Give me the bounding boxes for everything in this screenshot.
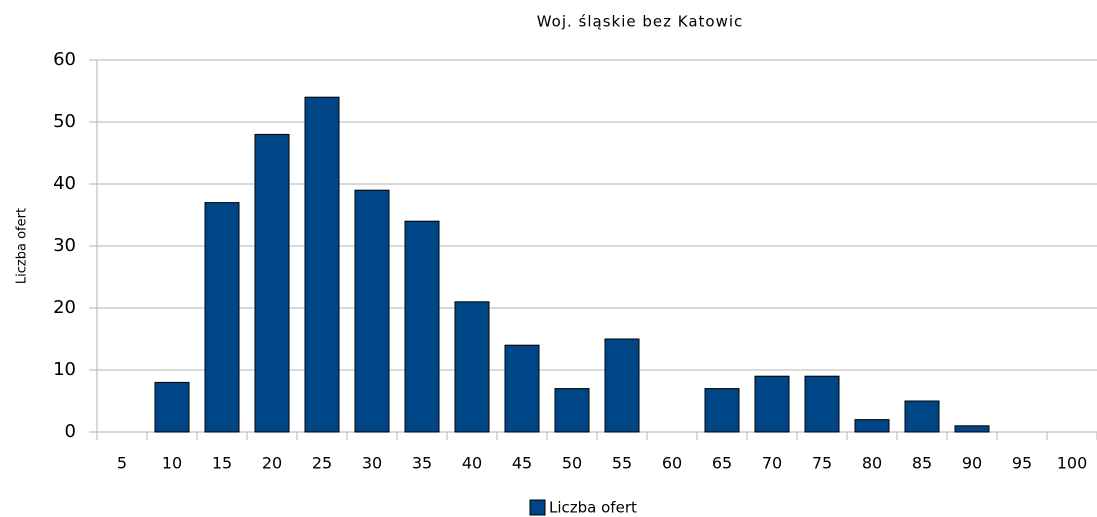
chart-title: Woj. śląskie bez Katowic bbox=[537, 13, 744, 31]
legend-label: Liczba ofert bbox=[549, 499, 637, 517]
bar bbox=[354, 189, 390, 433]
bar bbox=[154, 381, 190, 433]
x-tick-label: 100 bbox=[1057, 454, 1088, 473]
y-tick-label: 40 bbox=[53, 173, 76, 194]
bar bbox=[554, 388, 590, 433]
x-tick-label: 5 bbox=[117, 454, 127, 473]
bar bbox=[454, 301, 490, 433]
bar bbox=[504, 344, 540, 433]
x-tick-label: 65 bbox=[712, 454, 732, 473]
x-tick-label: 30 bbox=[362, 454, 382, 473]
x-tick-label: 80 bbox=[862, 454, 882, 473]
x-tick-label: 40 bbox=[462, 454, 482, 473]
x-tick-label: 70 bbox=[762, 454, 782, 473]
y-tick-label: 0 bbox=[65, 421, 76, 442]
y-axis-label: Liczba ofert bbox=[15, 208, 30, 284]
y-tick-label: 10 bbox=[53, 359, 76, 380]
x-tick-label: 20 bbox=[262, 454, 282, 473]
bar bbox=[804, 375, 840, 433]
x-tick-label: 15 bbox=[212, 454, 232, 473]
bar bbox=[204, 202, 240, 433]
bar bbox=[604, 338, 640, 433]
x-tick-label: 85 bbox=[912, 454, 932, 473]
bar bbox=[904, 400, 940, 433]
bar bbox=[754, 375, 790, 433]
x-tick-label: 50 bbox=[562, 454, 582, 473]
x-tick-label: 45 bbox=[512, 454, 532, 473]
x-tick-label: 55 bbox=[612, 454, 632, 473]
x-tick-label: 95 bbox=[1012, 454, 1032, 473]
y-tick-label: 60 bbox=[53, 49, 76, 70]
bar bbox=[254, 133, 290, 433]
legend-swatch bbox=[529, 499, 546, 516]
bar bbox=[304, 96, 340, 433]
bar bbox=[954, 425, 990, 433]
bar bbox=[704, 388, 740, 433]
x-tick-label: 10 bbox=[162, 454, 182, 473]
y-tick-label: 30 bbox=[53, 235, 76, 256]
x-tick-label: 75 bbox=[812, 454, 832, 473]
bar bbox=[854, 419, 890, 433]
y-tick-label: 20 bbox=[53, 297, 76, 318]
bar bbox=[404, 220, 440, 433]
x-tick-label: 35 bbox=[412, 454, 432, 473]
x-tick-label: 60 bbox=[662, 454, 682, 473]
x-tick-label: 90 bbox=[962, 454, 982, 473]
y-tick-label: 50 bbox=[53, 111, 76, 132]
x-tick-label: 25 bbox=[312, 454, 332, 473]
